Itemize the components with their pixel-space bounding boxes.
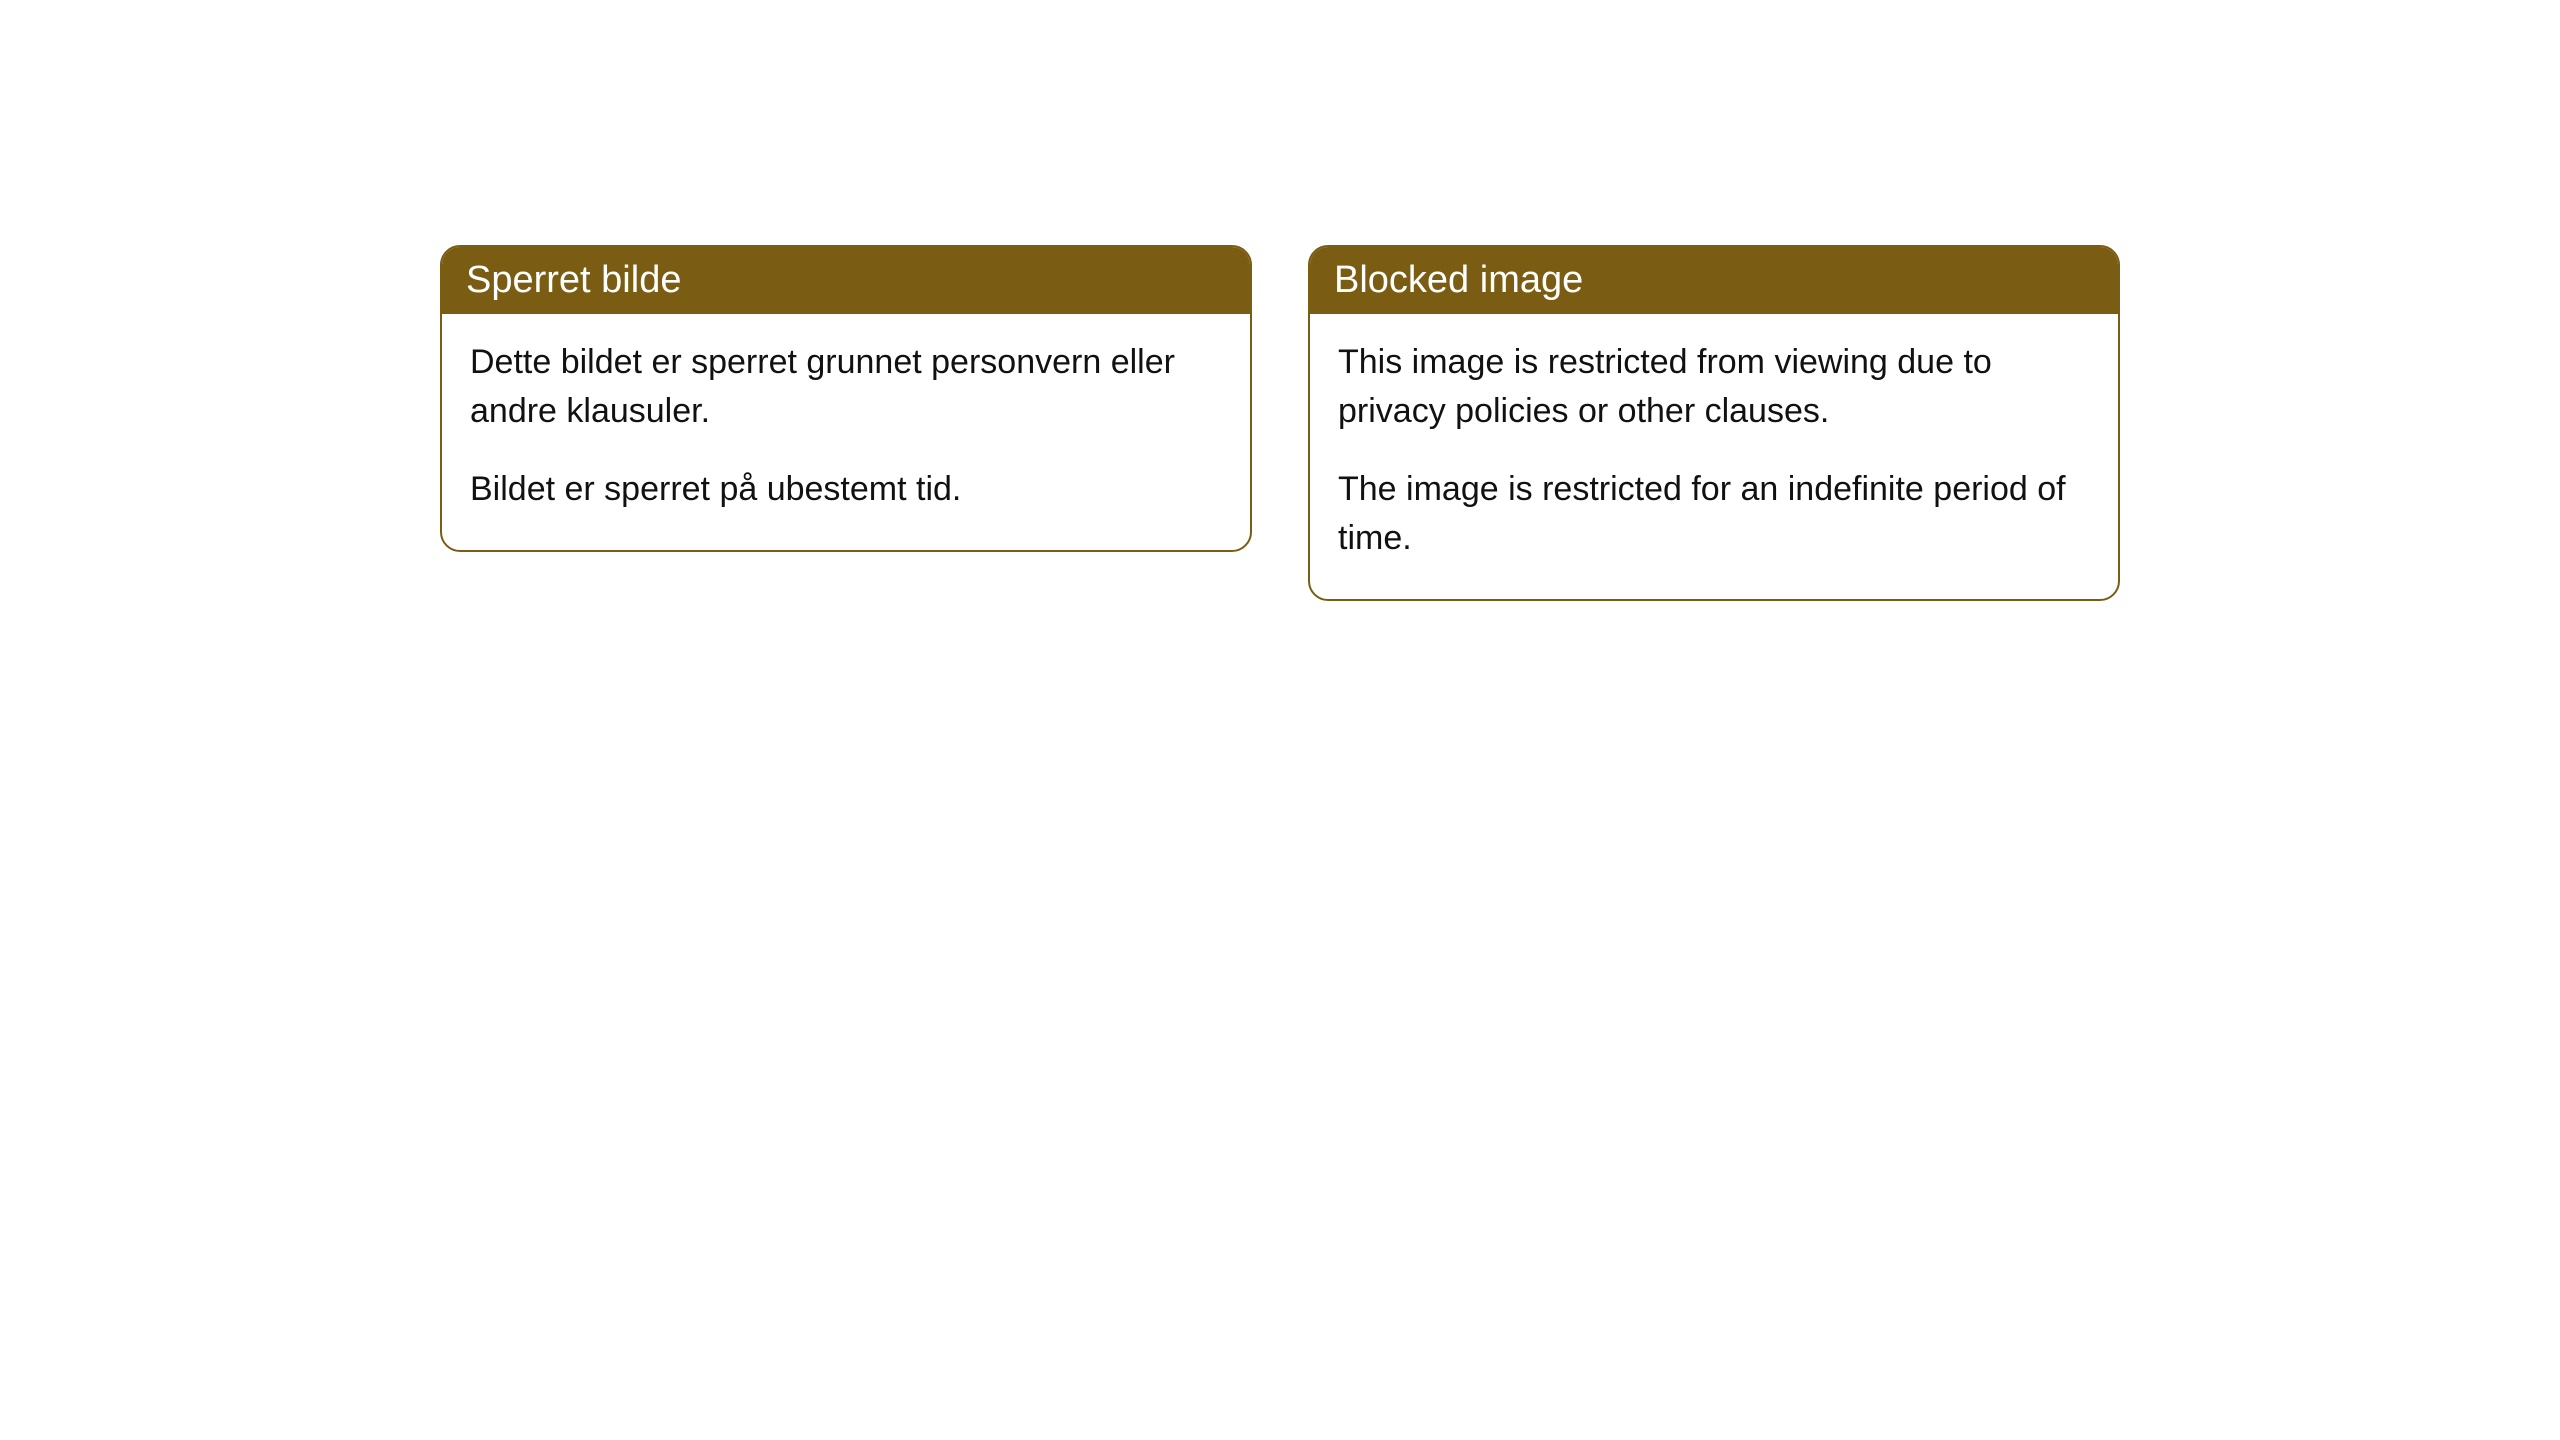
blocked-image-card-en: Blocked image This image is restricted f… xyxy=(1308,245,2120,601)
blocked-image-card-no: Sperret bilde Dette bildet er sperret gr… xyxy=(440,245,1252,552)
card-body: This image is restricted from viewing du… xyxy=(1310,314,2118,599)
card-body: Dette bildet er sperret grunnet personve… xyxy=(442,314,1250,550)
card-paragraph-1: This image is restricted from viewing du… xyxy=(1338,338,2090,437)
card-paragraph-2: Bildet er sperret på ubestemt tid. xyxy=(470,465,1222,514)
card-title: Blocked image xyxy=(1310,247,2118,314)
card-title: Sperret bilde xyxy=(442,247,1250,314)
card-paragraph-1: Dette bildet er sperret grunnet personve… xyxy=(470,338,1222,437)
card-paragraph-2: The image is restricted for an indefinit… xyxy=(1338,465,2090,564)
